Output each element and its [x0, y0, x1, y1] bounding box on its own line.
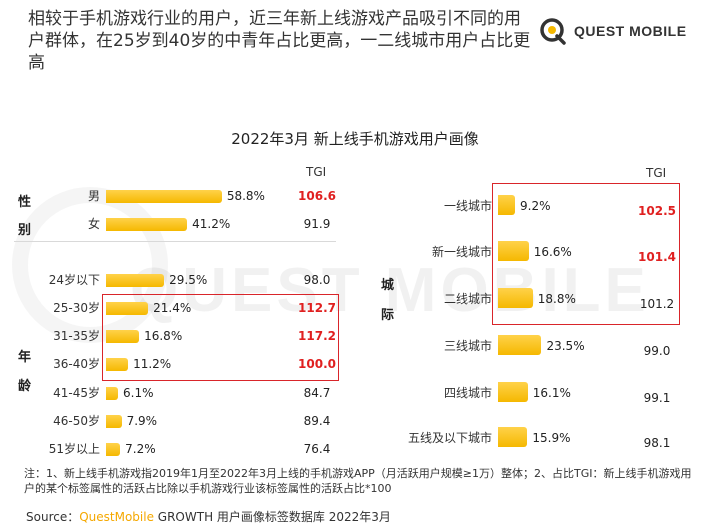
- bar: [498, 335, 542, 355]
- tgi-value: 84.7: [303, 386, 331, 400]
- bar-row: 25-30岁 21.4% 112.7: [0, 297, 350, 319]
- bar: [498, 427, 528, 447]
- category-label: 新一线城市: [431, 245, 492, 259]
- value-label: 21.4%: [153, 301, 192, 315]
- value-label: 29.5%: [169, 273, 208, 287]
- value-label: 11.2%: [133, 357, 172, 371]
- bar: [106, 218, 188, 231]
- bar-row: 二线城市 18.8% 101.2: [0, 288, 700, 311]
- bar: [106, 190, 222, 203]
- bar-row: 五线及以下城市 15.9% 98.1: [0, 427, 700, 450]
- value-label: 18.8%: [537, 292, 576, 306]
- highlight-box: [492, 183, 680, 325]
- source-brand: QuestMobile: [79, 510, 154, 524]
- category-label: 男: [87, 189, 100, 203]
- bar: [498, 195, 516, 215]
- category-label: 二线城市: [443, 292, 492, 306]
- category-label: 25-30岁: [53, 301, 100, 315]
- bar: [106, 387, 119, 400]
- value-label: 7.9%: [126, 414, 158, 428]
- bar: [106, 274, 165, 287]
- value-label: 16.6%: [533, 245, 572, 259]
- source-prefix: Source：: [26, 510, 80, 524]
- category-label: 51岁以上: [48, 442, 100, 456]
- bar: [498, 241, 529, 261]
- bar: [106, 358, 129, 371]
- bar-row: 四线城市 16.1% 99.1: [0, 382, 700, 405]
- tgi-value: 101.2: [639, 297, 675, 311]
- group-label-char: 龄: [18, 379, 32, 394]
- tgi-value: 117.2: [298, 329, 336, 343]
- value-label: 23.5%: [546, 339, 585, 353]
- tgi-value: 99.0: [643, 344, 671, 358]
- value-label: 58.8%: [226, 189, 265, 203]
- value-label: 15.9%: [532, 431, 571, 445]
- value-label: 7.2%: [125, 442, 156, 456]
- tgi-header: TGI: [646, 166, 667, 180]
- category-label: 一线城市: [443, 199, 492, 213]
- category-label: 女: [87, 217, 100, 231]
- logo-text: QUEST MOBILE: [574, 23, 687, 39]
- value-label: 16.1%: [532, 386, 571, 400]
- category-label: 五线及以下城市: [407, 431, 492, 445]
- bar-row: 男 58.8% 106.6: [0, 185, 350, 207]
- bar: [106, 415, 122, 428]
- tgi-value: 98.0: [303, 273, 331, 287]
- value-label: 41.2%: [192, 217, 231, 231]
- logo: QUEST MOBILE: [538, 14, 703, 48]
- category-label: 三线城市: [443, 339, 492, 353]
- bar-row: 46-50岁 7.9% 89.4: [0, 410, 350, 432]
- bar: [106, 443, 121, 456]
- bar-row: 一线城市 9.2% 102.5: [0, 195, 700, 218]
- tgi-value: 101.4: [638, 250, 676, 264]
- category-label: 41-45岁: [53, 386, 100, 400]
- watermark: QUEST MOBILE: [130, 256, 650, 325]
- tgi-value: 102.5: [638, 204, 676, 218]
- questmobile-q-icon: [540, 18, 566, 45]
- tgi-value: 76.4: [303, 442, 331, 456]
- bar-row: 36-40岁 11.2% 100.0: [0, 353, 350, 375]
- group-label-char: 年: [18, 350, 32, 365]
- bar: [106, 302, 149, 315]
- tgi-value: 100.0: [298, 357, 336, 371]
- category-label: 31-35岁: [53, 329, 100, 343]
- value-label: 9.2%: [520, 199, 551, 213]
- tgi-header: TGI: [306, 165, 327, 179]
- category-label: 46-50岁: [53, 414, 100, 428]
- tgi-value: 112.7: [298, 301, 336, 315]
- category-label: 四线城市: [443, 386, 492, 400]
- category-label: 24岁以下: [48, 273, 100, 287]
- headline: 相较于手机游戏行业的用户，近三年新上线游戏产品吸引不同的用户群体，在25岁到40…: [28, 9, 531, 73]
- tgi-value: 106.6: [298, 189, 336, 203]
- bar: [498, 288, 533, 308]
- group-label-char: 际: [381, 308, 395, 323]
- bar-row: 女 41.2% 91.9: [0, 213, 350, 235]
- category-label: 36-40岁: [53, 357, 100, 371]
- bar-row: 24岁以下 29.5% 98.0: [0, 269, 350, 291]
- group-label-char: 性: [18, 195, 32, 210]
- value-label: 6.1%: [123, 386, 154, 400]
- highlight-box: [102, 294, 339, 381]
- bar-row: 51岁以上 7.2% 76.4: [0, 438, 350, 460]
- footnote: 注：1、新上线手机游戏指2019年1月至2022年3月上线的手机游戏APP（月活…: [24, 467, 692, 495]
- bar: [498, 382, 528, 402]
- chart-title: 2022年3月 新上线手机游戏用户画像: [231, 130, 479, 148]
- group-label-char: 城: [381, 278, 395, 293]
- tgi-value: 99.1: [643, 391, 671, 405]
- tgi-value: 98.1: [643, 436, 671, 450]
- tgi-value: 91.9: [303, 217, 331, 231]
- watermark-ring-icon: [12, 187, 168, 343]
- source-rest: GROWTH 用户画像标签数据库 2022年3月: [153, 510, 391, 524]
- source-line: Source：QuestMobile GROWTH 用户画像标签数据库 2022…: [26, 508, 391, 525]
- group-divider: [14, 241, 336, 242]
- bar-row: 31-35岁 16.8% 117.2: [0, 325, 350, 347]
- value-label: 16.8%: [144, 329, 183, 343]
- bar-row: 新一线城市 16.6% 101.4: [0, 241, 700, 264]
- bar-row: 三线城市 23.5% 99.0: [0, 335, 700, 358]
- tgi-value: 89.4: [303, 414, 331, 428]
- bar-row: 41-45岁 6.1% 84.7: [0, 382, 350, 404]
- bar: [106, 330, 140, 343]
- group-label-char: 别: [18, 223, 32, 238]
